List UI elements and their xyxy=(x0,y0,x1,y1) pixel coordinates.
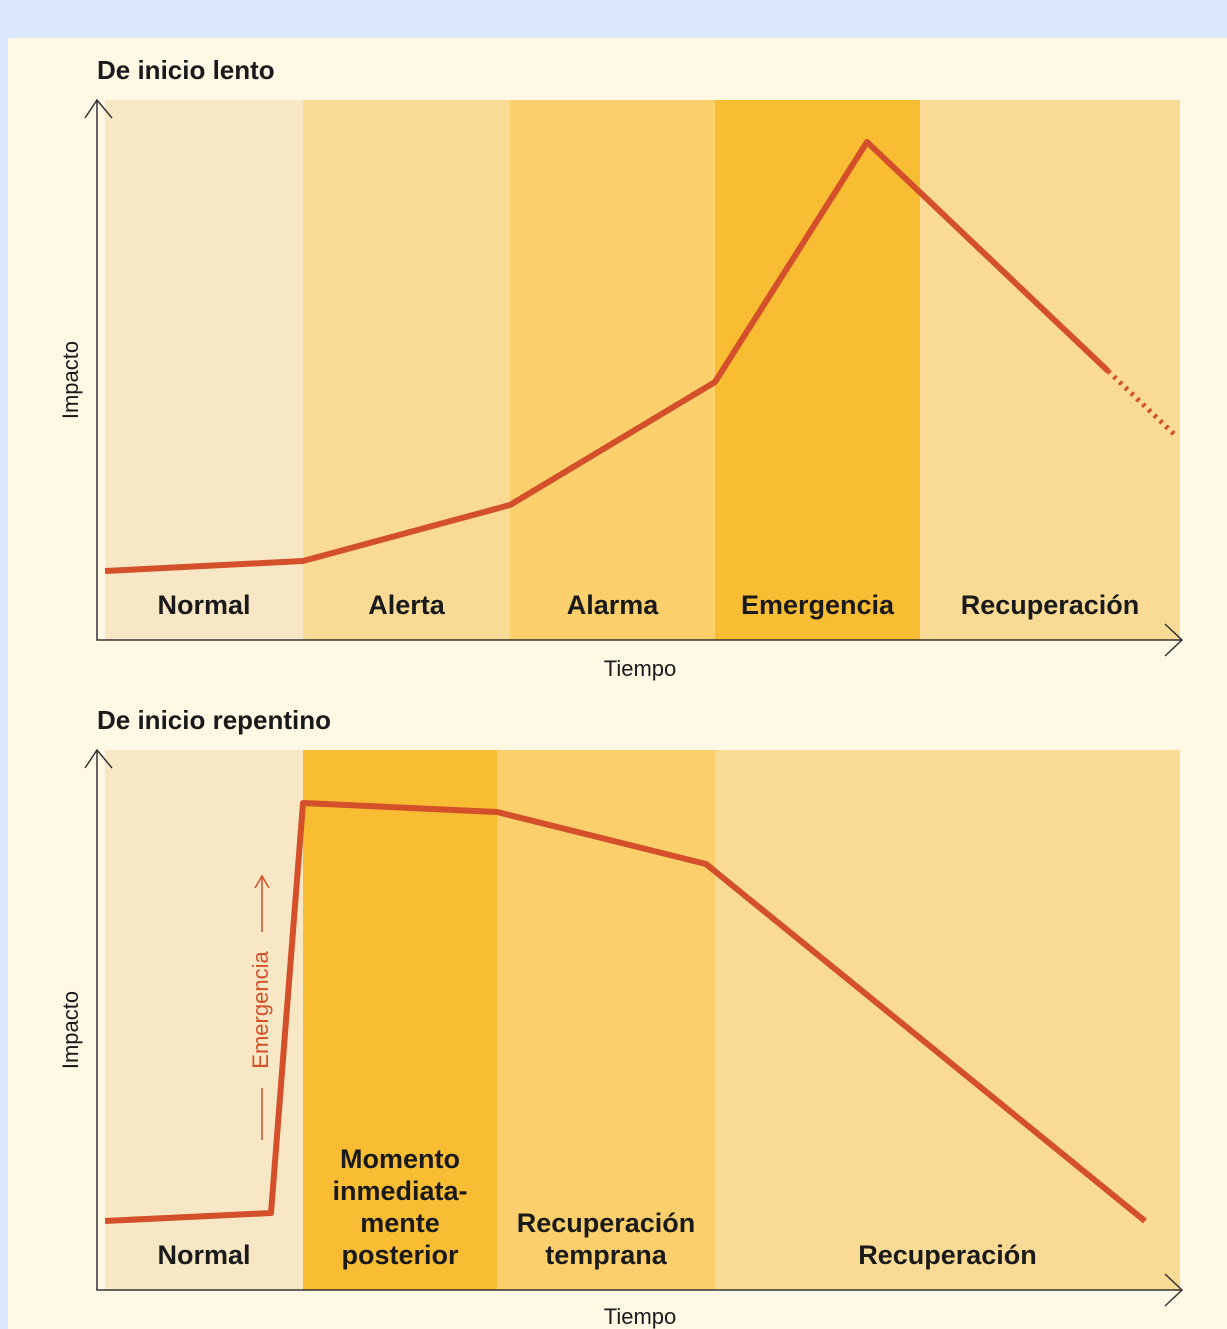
axes xyxy=(84,748,1184,1307)
phase-band xyxy=(303,100,510,640)
phase-band xyxy=(105,100,303,640)
phase-label: temprana xyxy=(545,1240,668,1270)
impact-curve xyxy=(104,139,1111,574)
impact-curve xyxy=(104,800,1147,1224)
phase-label: Recuperación xyxy=(961,590,1140,620)
y-axis-label: Impacto xyxy=(58,991,83,1069)
x-axis-label: Tiempo xyxy=(604,656,677,681)
panel-title: De inicio repentino xyxy=(97,705,331,735)
phase-label: Emergencia xyxy=(741,590,895,620)
phase-label: mente xyxy=(360,1208,440,1238)
phase-band xyxy=(715,100,920,640)
panel-title: De inicio lento xyxy=(97,55,275,85)
phase-band xyxy=(510,100,715,640)
phase-label: Alerta xyxy=(368,590,446,620)
phase-label: Recuperación xyxy=(517,1208,696,1238)
phase-band xyxy=(715,750,1180,1290)
phase-label: inmediata- xyxy=(332,1176,467,1206)
phase-label: posterior xyxy=(341,1240,459,1270)
phase-label: Recuperación xyxy=(858,1240,1037,1270)
phase-label: Alarma xyxy=(567,590,660,620)
axes xyxy=(84,98,1184,657)
phase-label: Momento xyxy=(340,1144,460,1174)
y-axis-label: Impacto xyxy=(58,341,83,419)
annotation-arrow xyxy=(254,874,270,1140)
phase-band xyxy=(303,750,497,1290)
phase-band xyxy=(920,100,1180,640)
phase-label: Normal xyxy=(157,590,250,620)
phase-label: Normal xyxy=(157,1240,250,1270)
x-axis-label: Tiempo xyxy=(604,1304,677,1329)
content: Normal Alerta Alarma Emergencia Recuperación… xyxy=(58,55,1184,1329)
annotation: Emergencia xyxy=(248,951,273,1069)
